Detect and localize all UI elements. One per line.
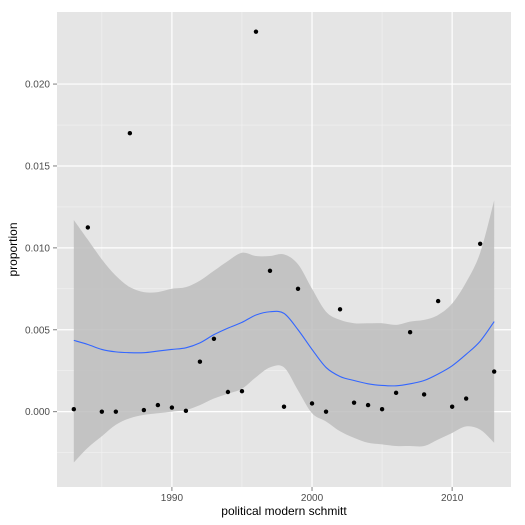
y-tick-label: 0.010 — [25, 243, 50, 254]
x-tick-label: 1990 — [161, 493, 184, 504]
data-point — [197, 359, 203, 364]
data-point — [477, 241, 483, 246]
y-tick-label: 0.005 — [25, 325, 50, 336]
y-axis-title: proportion — [6, 222, 20, 276]
data-point — [379, 406, 385, 412]
data-points — [71, 29, 497, 414]
x-axis-ticks: 1990 2000 2010 — [161, 487, 464, 504]
smooth-line — [73, 310, 495, 387]
x-tick-label: 2000 — [301, 493, 324, 504]
data-point — [211, 336, 217, 341]
y-axis-ticks: 0.000 0.005 0.010 0.015 0.020 — [25, 80, 57, 418]
data-point — [393, 390, 399, 396]
y-tick-label: 0.000 — [25, 407, 50, 418]
data-point — [421, 392, 427, 397]
x-tick-label: 2010 — [441, 493, 464, 504]
data-point — [351, 400, 357, 405]
data-point — [155, 402, 161, 408]
data-point — [113, 409, 119, 414]
data-point — [435, 298, 441, 304]
data-point — [491, 369, 497, 374]
data-point — [99, 409, 105, 414]
data-point — [281, 404, 287, 409]
data-point — [127, 131, 133, 136]
y-tick-label: 0.015 — [25, 161, 50, 172]
data-point — [295, 286, 301, 292]
data-point — [407, 330, 413, 335]
data-point — [309, 401, 315, 406]
data-point — [463, 396, 469, 401]
data-point — [365, 402, 371, 408]
data-point — [449, 404, 455, 409]
data-point — [267, 268, 273, 273]
data-point — [323, 409, 329, 414]
data-point — [239, 388, 245, 394]
data-point — [253, 29, 259, 34]
data-point — [183, 408, 189, 414]
data-point — [85, 225, 91, 230]
y-tick-label: 0.020 — [25, 80, 50, 91]
data-point — [141, 407, 147, 413]
data-point — [71, 406, 77, 412]
data-point — [337, 307, 343, 312]
data-point — [169, 405, 175, 410]
data-point — [225, 389, 231, 395]
x-axis-title: political modern schmitt — [221, 504, 347, 518]
confidence-band — [73, 200, 495, 463]
